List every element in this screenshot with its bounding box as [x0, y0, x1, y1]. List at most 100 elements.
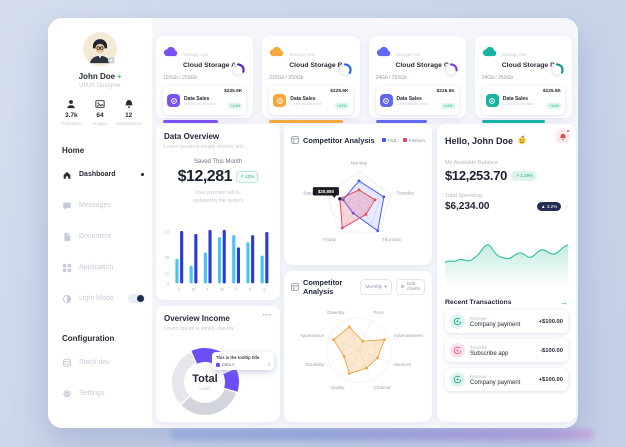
- chevron-right-icon[interactable]: ›: [565, 202, 568, 211]
- panel-title: Competitor Analysis: [303, 135, 375, 145]
- sales-badge: +14%: [334, 103, 349, 109]
- followers-icon: [57, 99, 86, 109]
- sidebar-item-stack-dev[interactable]: Stack dev: [48, 347, 152, 378]
- disk-icon: [485, 94, 499, 107]
- notification-bell-button[interactable]: [556, 129, 570, 143]
- storage-card[interactable]: Storage Ava Cloud Storage C 24Gb / 250Gb …: [368, 36, 466, 123]
- storage-card[interactable]: Storage Ava Cloud Storage D 24Gb / 250Gb …: [474, 36, 572, 123]
- panel-subtitle: Lorem Ipsum is simply dummy: [164, 326, 235, 332]
- svg-text:Quality: Quality: [331, 385, 346, 390]
- edit-charts-button[interactable]: ⚙ Edit charts: [395, 279, 425, 295]
- svg-text:Thursday: Thursday: [382, 237, 402, 242]
- sales-subtext: Lorem ipsum dolor: [502, 101, 535, 106]
- sidebar-item-document[interactable]: Document: [48, 221, 152, 252]
- storage-title: Cloud Storage C: [395, 62, 449, 69]
- avatar-illustration: [83, 32, 117, 66]
- weekday-radar-chart[interactable]: Monday Tuesday Thursday Friday Saturday$20,8…: [289, 151, 429, 259]
- sales-label: Data Sales: [184, 95, 210, 102]
- sales-subtext: Lorem ipsum dolor: [290, 101, 322, 106]
- chart-grid-icon: [291, 131, 299, 149]
- transaction-row[interactable]: Transfer Subscribe app -$100.00: [445, 339, 568, 362]
- panel-title: Overview Income: [164, 314, 230, 323]
- sidebar-item-settings[interactable]: Settings: [48, 378, 152, 409]
- period-select[interactable]: Monthly ▾: [360, 279, 392, 295]
- saved-amount: $12,281: [177, 168, 233, 185]
- data-sales-row[interactable]: Data Sales Lorem ipsum dolor $225.5K +14%: [163, 86, 247, 115]
- profile-stats: 3.7k Followers 64 Images 12 Notification…: [48, 89, 152, 126]
- spending-change-badge: ▲ 3.2%: [537, 202, 562, 211]
- greeting-text: Hello, John Doe: [445, 136, 514, 146]
- transaction-row[interactable]: Receive Company payment +$100.00: [445, 368, 568, 391]
- storage-card[interactable]: Storage Ava Cloud Storage A 120Gb / 250Gb…: [156, 36, 254, 123]
- app-window: John Doe + UI/UX Designer 3.7k Followers…: [48, 18, 578, 428]
- transactions-list: Receive Company payment +$100.00 Transfer…: [445, 310, 568, 397]
- storage-ring-chart: [231, 63, 245, 77]
- active-indicator-dot: [141, 173, 144, 176]
- svg-text:Price: Price: [373, 310, 384, 315]
- storage-card[interactable]: Storage Ava Cloud Storage B 220Gb / 250Gb…: [262, 36, 360, 123]
- sidebar-item-dashboard[interactable]: Dashboard: [48, 159, 152, 190]
- svg-text:10: 10: [165, 271, 170, 276]
- messages-icon: [62, 201, 72, 211]
- sidebar-section-configuration: Configuration: [62, 334, 115, 343]
- data-sales-row[interactable]: Data Sales Lorem ipsum dolor $225.5K +14%: [481, 86, 565, 115]
- avatar[interactable]: [83, 32, 117, 66]
- svg-text:T: T: [235, 287, 238, 292]
- storage-usage: 120Gb / 250Gb: [163, 75, 198, 81]
- sales-badge: +14%: [547, 103, 561, 109]
- decorative-gradient-bar: [170, 429, 594, 440]
- storage-usage: 220Gb / 250Gb: [269, 75, 304, 81]
- user-role: UI/UX Designer: [79, 83, 121, 89]
- svg-text:Monday: Monday: [351, 161, 368, 166]
- sales-amount: $225.5K: [224, 89, 243, 94]
- storage-progress-bar: [163, 120, 247, 123]
- saved-this-month-label: Saved This Month: [193, 159, 243, 165]
- panel-title: Data Overview: [164, 132, 220, 141]
- data-sales-row[interactable]: Data Sales Lorem ipsum dolor $225.5K +14%: [375, 86, 459, 115]
- spending-area-chart: [445, 244, 568, 286]
- sales-amount: $225.5K: [330, 89, 349, 94]
- light-mode-icon: [62, 294, 72, 304]
- sales-label: Data Sales: [502, 95, 529, 102]
- storage-tag: Storage Ava: [501, 52, 527, 57]
- svg-text:F: F: [249, 287, 252, 292]
- svg-text:Services: Services: [394, 362, 412, 367]
- balance-amount: $12,253.70: [445, 168, 508, 183]
- sales-amount: $225.5K: [542, 89, 561, 94]
- storage-usage: 24Gb / 250Gb: [375, 75, 407, 81]
- light-mode-toggle[interactable]: [128, 294, 145, 303]
- competitor-analysis-week-panel: Competitor Analysis F&B Fashion Monday Tu…: [284, 124, 432, 265]
- storage-title: Cloud Storage B: [289, 62, 343, 69]
- data-overview-panel: Data Overview Lorem ipsum is simply dumm…: [156, 124, 280, 300]
- svg-text:50: 50: [165, 229, 170, 234]
- data-sales-row[interactable]: Data Sales Lorem ipsum dolor $225.5K +14%: [269, 86, 353, 115]
- storage-title: Cloud Storage A: [183, 62, 236, 69]
- transaction-amount: -$100.00: [540, 347, 563, 354]
- storage-ring-chart: [337, 63, 352, 77]
- svg-text:Durability: Durability: [305, 362, 325, 367]
- notification-dot: [566, 129, 570, 133]
- storage-cards-row: Storage Ava Cloud Storage A 120Gb / 250Gb…: [156, 36, 572, 123]
- sidebar-item-application[interactable]: Application: [48, 252, 152, 283]
- attributes-radar-chart: Price Advertisement Services Channel Quality…: [300, 310, 424, 390]
- arrow-right-icon[interactable]: →: [560, 298, 568, 307]
- storage-usage: 24Gb / 250Gb: [481, 75, 514, 81]
- sidebar-section-home: Home: [62, 146, 85, 155]
- account-panel: Hello, John Doe My Available Balance $12…: [437, 124, 576, 422]
- sidebar-item-messages[interactable]: Messages: [48, 190, 152, 221]
- receive-icon: [450, 314, 465, 329]
- panel-title: Competitor Analysis: [303, 278, 343, 296]
- disk-icon: [167, 94, 180, 107]
- more-menu-icon[interactable]: •••: [262, 313, 272, 319]
- document-icon: [62, 232, 72, 242]
- spending-label: Total Spending: [445, 193, 483, 199]
- cloud-icon: [269, 44, 284, 62]
- sales-label: Data Sales: [396, 95, 422, 102]
- notifications-icon: [114, 99, 143, 109]
- transaction-row[interactable]: Receive Company payment +$100.00: [445, 310, 568, 333]
- svg-text:$20,850: $20,850: [318, 189, 335, 194]
- sidebar: John Doe + UI/UX Designer 3.7k Followers…: [48, 18, 152, 428]
- chart-grid-icon: [291, 278, 299, 296]
- balance-change-badge: ↗ 1.29%: [511, 170, 538, 181]
- spending-amount: $6,234.00: [445, 201, 490, 212]
